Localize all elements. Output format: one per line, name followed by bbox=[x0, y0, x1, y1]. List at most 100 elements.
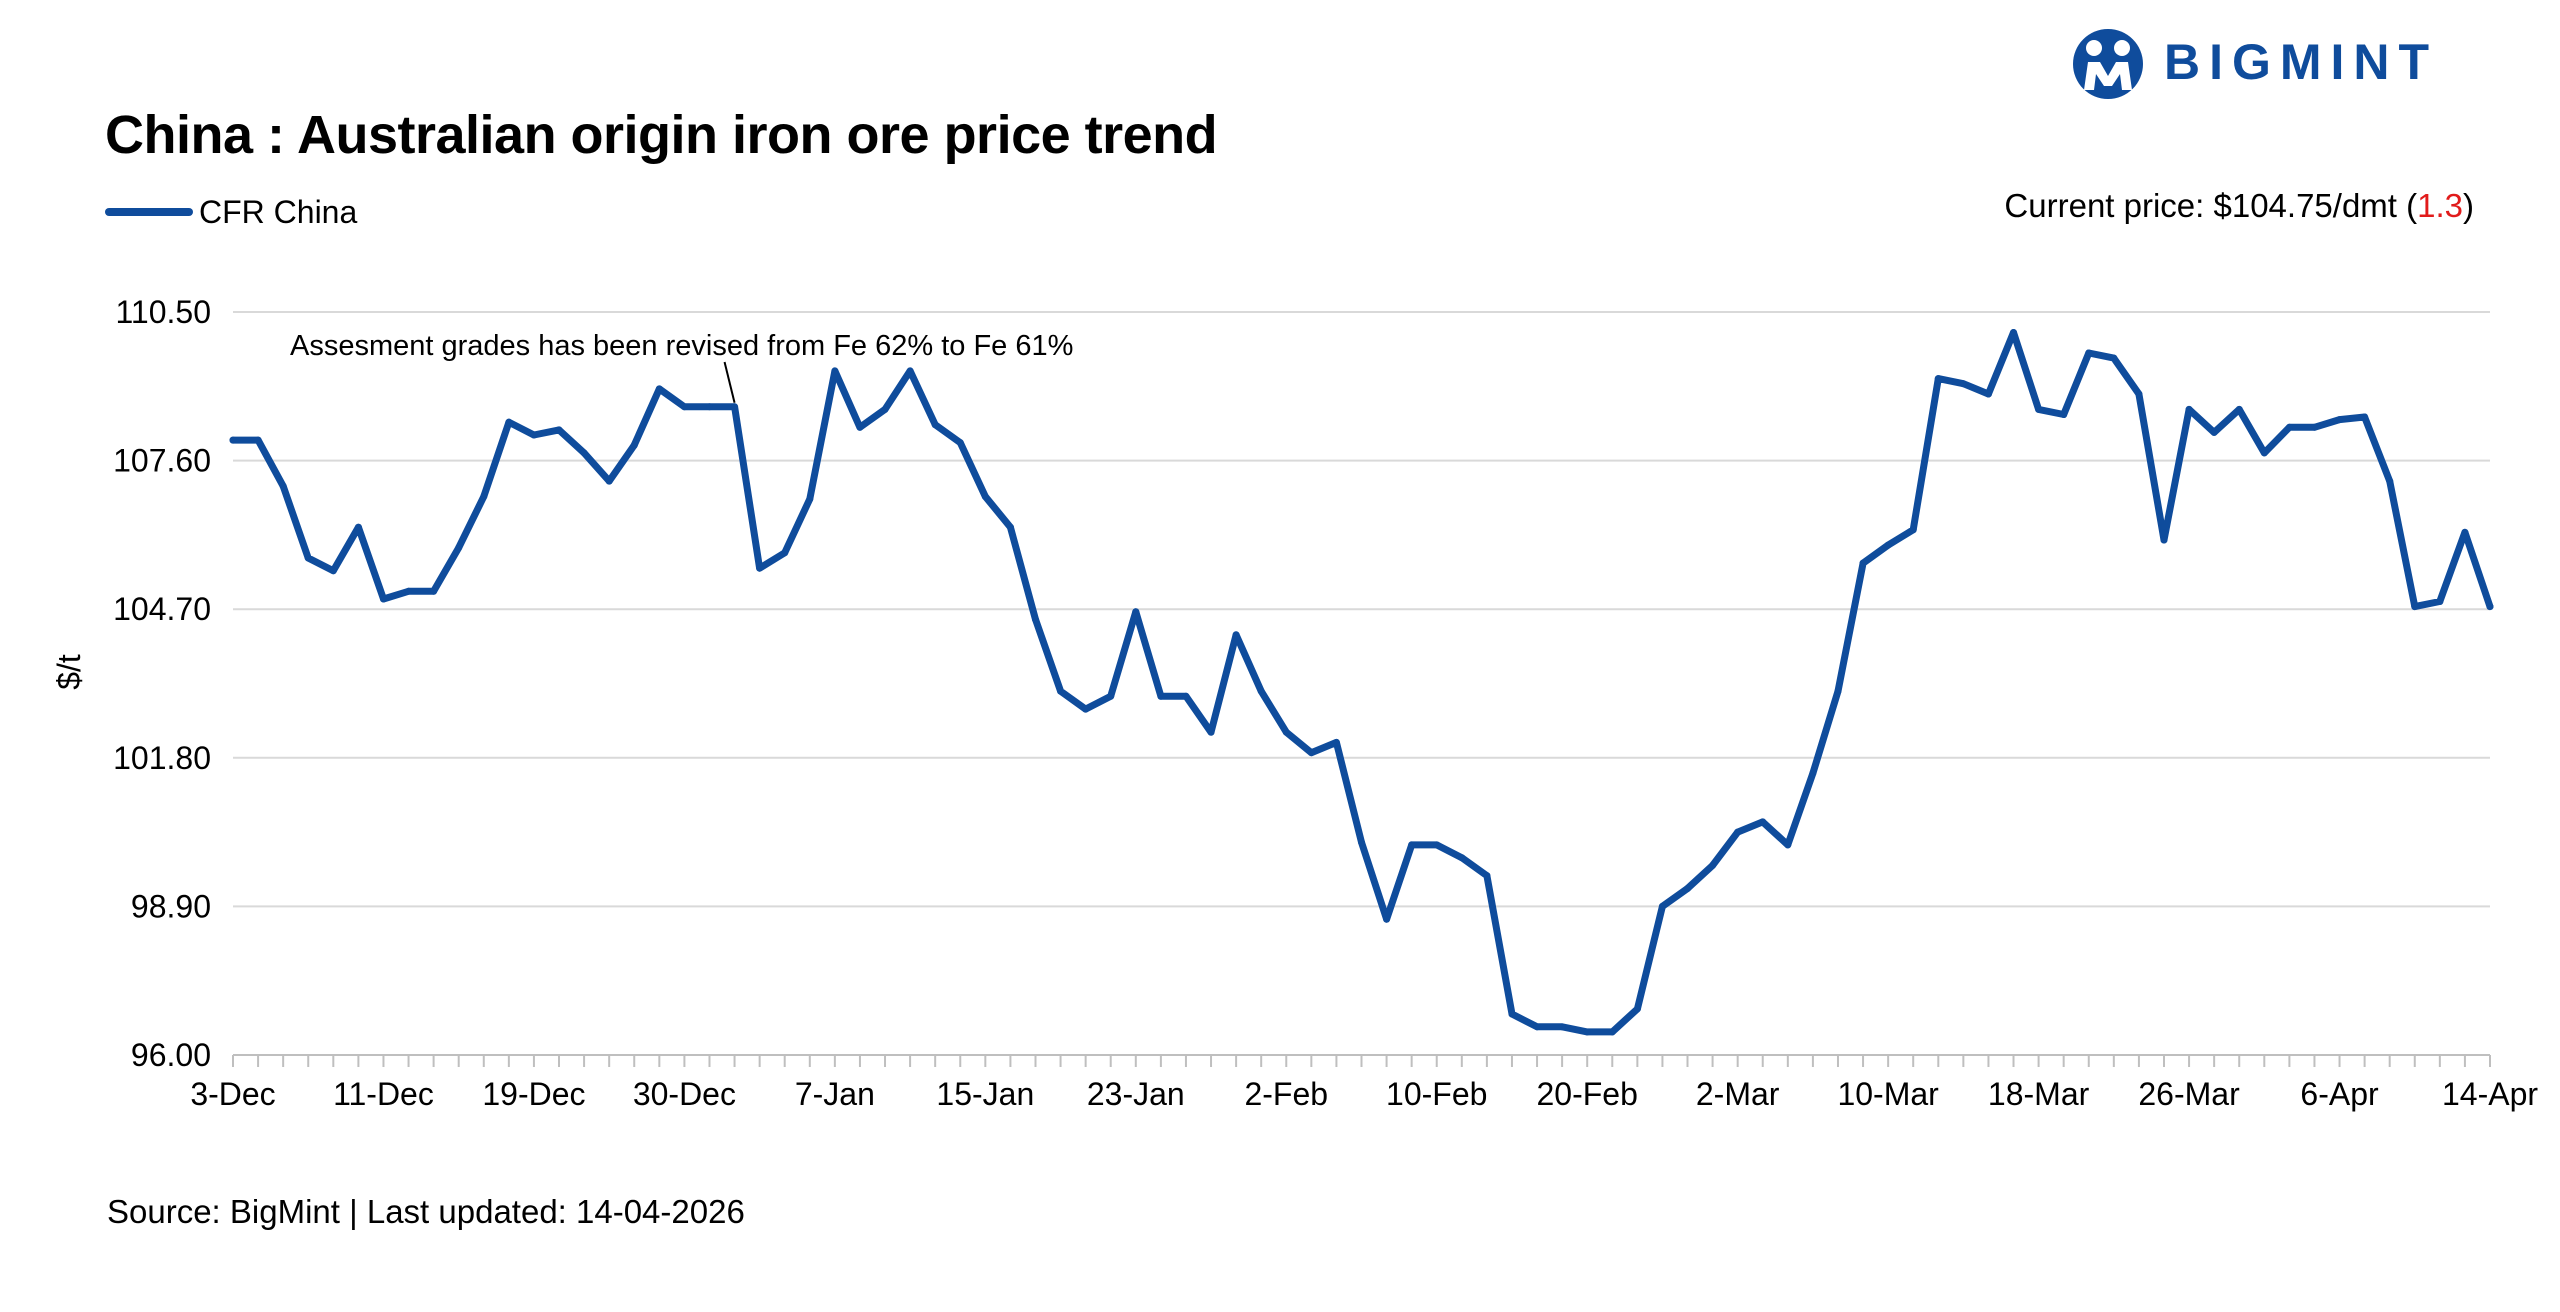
y-axis-label: $/t bbox=[51, 654, 87, 690]
data-point bbox=[2260, 449, 2268, 457]
data-point bbox=[1784, 841, 1792, 849]
data-point bbox=[1107, 692, 1115, 700]
y-tick-label: 101.80 bbox=[113, 740, 211, 776]
data-point bbox=[1257, 687, 1265, 695]
x-tick-label: 30-Dec bbox=[633, 1076, 736, 1112]
current-price: Current price: $104.75/dmt (1.3) bbox=[2004, 184, 2474, 228]
x-tick-label: 18-Mar bbox=[1988, 1076, 2090, 1112]
bigmint-logo: BIGMINT bbox=[2070, 22, 2438, 102]
data-point bbox=[956, 439, 964, 447]
x-tick-label: 15-Jan bbox=[936, 1076, 1034, 1112]
data-point bbox=[2210, 428, 2218, 436]
data-point bbox=[806, 495, 814, 503]
y-tick-label: 96.00 bbox=[131, 1037, 211, 1073]
data-point bbox=[304, 554, 312, 562]
data-point bbox=[1458, 854, 1466, 862]
data-point bbox=[1031, 615, 1039, 623]
data-point bbox=[1684, 884, 1692, 892]
data-point bbox=[1006, 523, 1014, 531]
data-point bbox=[455, 544, 463, 552]
data-point bbox=[2411, 603, 2419, 611]
data-point bbox=[2361, 413, 2369, 421]
x-tick-label: 19-Dec bbox=[482, 1076, 585, 1112]
data-point bbox=[2085, 349, 2093, 357]
data-point bbox=[555, 426, 563, 434]
data-point bbox=[1734, 828, 1742, 836]
bigmint-logo-text: BIGMINT bbox=[2164, 34, 2439, 90]
bigmint-logo-icon bbox=[2073, 29, 2143, 99]
current-price-change: 1.3 bbox=[2417, 187, 2463, 224]
legend-label: CFR China bbox=[199, 193, 358, 230]
y-tick-label: 104.70 bbox=[113, 591, 211, 627]
data-point bbox=[680, 403, 688, 411]
data-point bbox=[229, 436, 237, 444]
data-point bbox=[981, 492, 989, 500]
x-tick-label: 11-Dec bbox=[333, 1076, 434, 1112]
data-point bbox=[1533, 1023, 1541, 1031]
data-point bbox=[480, 492, 488, 500]
data-point bbox=[405, 587, 413, 595]
x-tick-label: 3-Dec bbox=[190, 1076, 275, 1112]
x-tick-label: 20-Feb bbox=[1537, 1076, 1638, 1112]
data-point bbox=[430, 587, 438, 595]
data-point bbox=[2486, 603, 2494, 611]
data-point bbox=[2235, 405, 2243, 413]
y-tick-label: 98.90 bbox=[131, 888, 211, 924]
data-point bbox=[781, 549, 789, 557]
data-point bbox=[1207, 728, 1215, 736]
annotation-text: Assesment grades has been revised from F… bbox=[290, 330, 1073, 362]
data-point bbox=[1358, 838, 1365, 846]
data-point bbox=[2436, 598, 2444, 606]
chart-series bbox=[229, 328, 2494, 1036]
data-point bbox=[1859, 559, 1867, 567]
data-point bbox=[1408, 841, 1416, 849]
data-point bbox=[1483, 872, 1491, 880]
data-point bbox=[756, 564, 764, 572]
data-point bbox=[931, 421, 939, 429]
data-point bbox=[354, 523, 362, 531]
data-point bbox=[1884, 541, 1892, 549]
data-point bbox=[1934, 375, 1942, 383]
data-point bbox=[1709, 861, 1717, 869]
data-point bbox=[2035, 405, 2043, 413]
data-point bbox=[1182, 692, 1190, 700]
chart-annotation: Assesment grades has been revised from F… bbox=[290, 330, 1073, 404]
x-tick-label: 14-Apr bbox=[2442, 1076, 2538, 1112]
data-point bbox=[1608, 1028, 1616, 1036]
data-point bbox=[1307, 749, 1315, 757]
x-axis bbox=[232, 1054, 2491, 1067]
data-point bbox=[2336, 416, 2344, 424]
data-point bbox=[2185, 405, 2193, 413]
data-point bbox=[2110, 354, 2118, 362]
x-tick-label: 2-Mar bbox=[1696, 1076, 1780, 1112]
chart-legend: CFR China bbox=[105, 190, 357, 234]
x-axis-ticks: 3-Dec 11-Dec 19-Dec 30-Dec 7-Jan 15-Jan 23-Jan… bbox=[190, 1076, 2538, 1112]
data-point bbox=[1057, 687, 1065, 695]
x-tick-label: 7-Jan bbox=[795, 1076, 875, 1112]
data-point bbox=[329, 567, 337, 575]
x-tick-label: 2-Feb bbox=[1244, 1076, 1328, 1112]
data-point bbox=[605, 477, 613, 485]
data-point bbox=[2010, 328, 2018, 336]
data-point bbox=[530, 431, 538, 439]
data-point bbox=[1809, 769, 1817, 777]
data-point bbox=[1508, 1010, 1516, 1018]
legend-swatch bbox=[105, 208, 193, 216]
data-point bbox=[1232, 631, 1240, 639]
current-price-close: ) bbox=[2463, 187, 2474, 224]
x-tick-label: 10-Feb bbox=[1386, 1076, 1487, 1112]
data-point bbox=[1282, 728, 1290, 736]
data-point bbox=[1157, 692, 1165, 700]
data-point bbox=[254, 436, 262, 444]
data-point bbox=[705, 403, 713, 411]
current-price-text: Current price: $104.75/dmt ( bbox=[2004, 187, 2418, 224]
data-point bbox=[2386, 477, 2394, 485]
data-point bbox=[2160, 536, 2168, 544]
data-point bbox=[379, 595, 387, 603]
x-tick-label: 10-Mar bbox=[1837, 1076, 1939, 1112]
data-point bbox=[906, 367, 914, 375]
data-point bbox=[2060, 410, 2068, 418]
chart-title: China : Australian origin iron ore price… bbox=[105, 105, 1218, 165]
data-point bbox=[505, 418, 513, 426]
data-point bbox=[731, 403, 739, 411]
